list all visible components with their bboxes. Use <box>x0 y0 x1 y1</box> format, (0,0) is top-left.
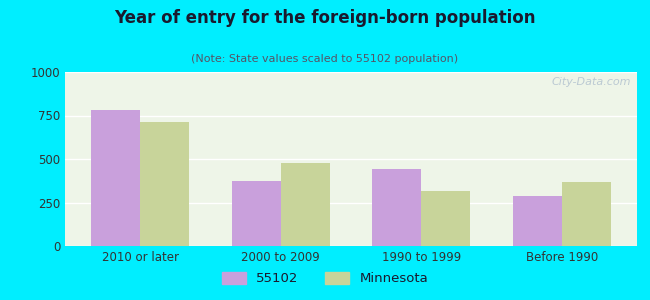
Bar <box>421 191 471 246</box>
Bar <box>562 182 611 246</box>
Bar <box>513 196 562 246</box>
Bar <box>372 169 421 246</box>
Bar <box>281 163 330 246</box>
Bar <box>140 122 189 246</box>
Text: Year of entry for the foreign-born population: Year of entry for the foreign-born popul… <box>114 9 536 27</box>
Bar <box>91 110 140 246</box>
Text: City-Data.com: City-Data.com <box>552 77 631 87</box>
Legend: 55102, Minnesota: 55102, Minnesota <box>216 266 434 290</box>
Text: (Note: State values scaled to 55102 population): (Note: State values scaled to 55102 popu… <box>192 54 458 64</box>
Bar <box>231 181 281 246</box>
